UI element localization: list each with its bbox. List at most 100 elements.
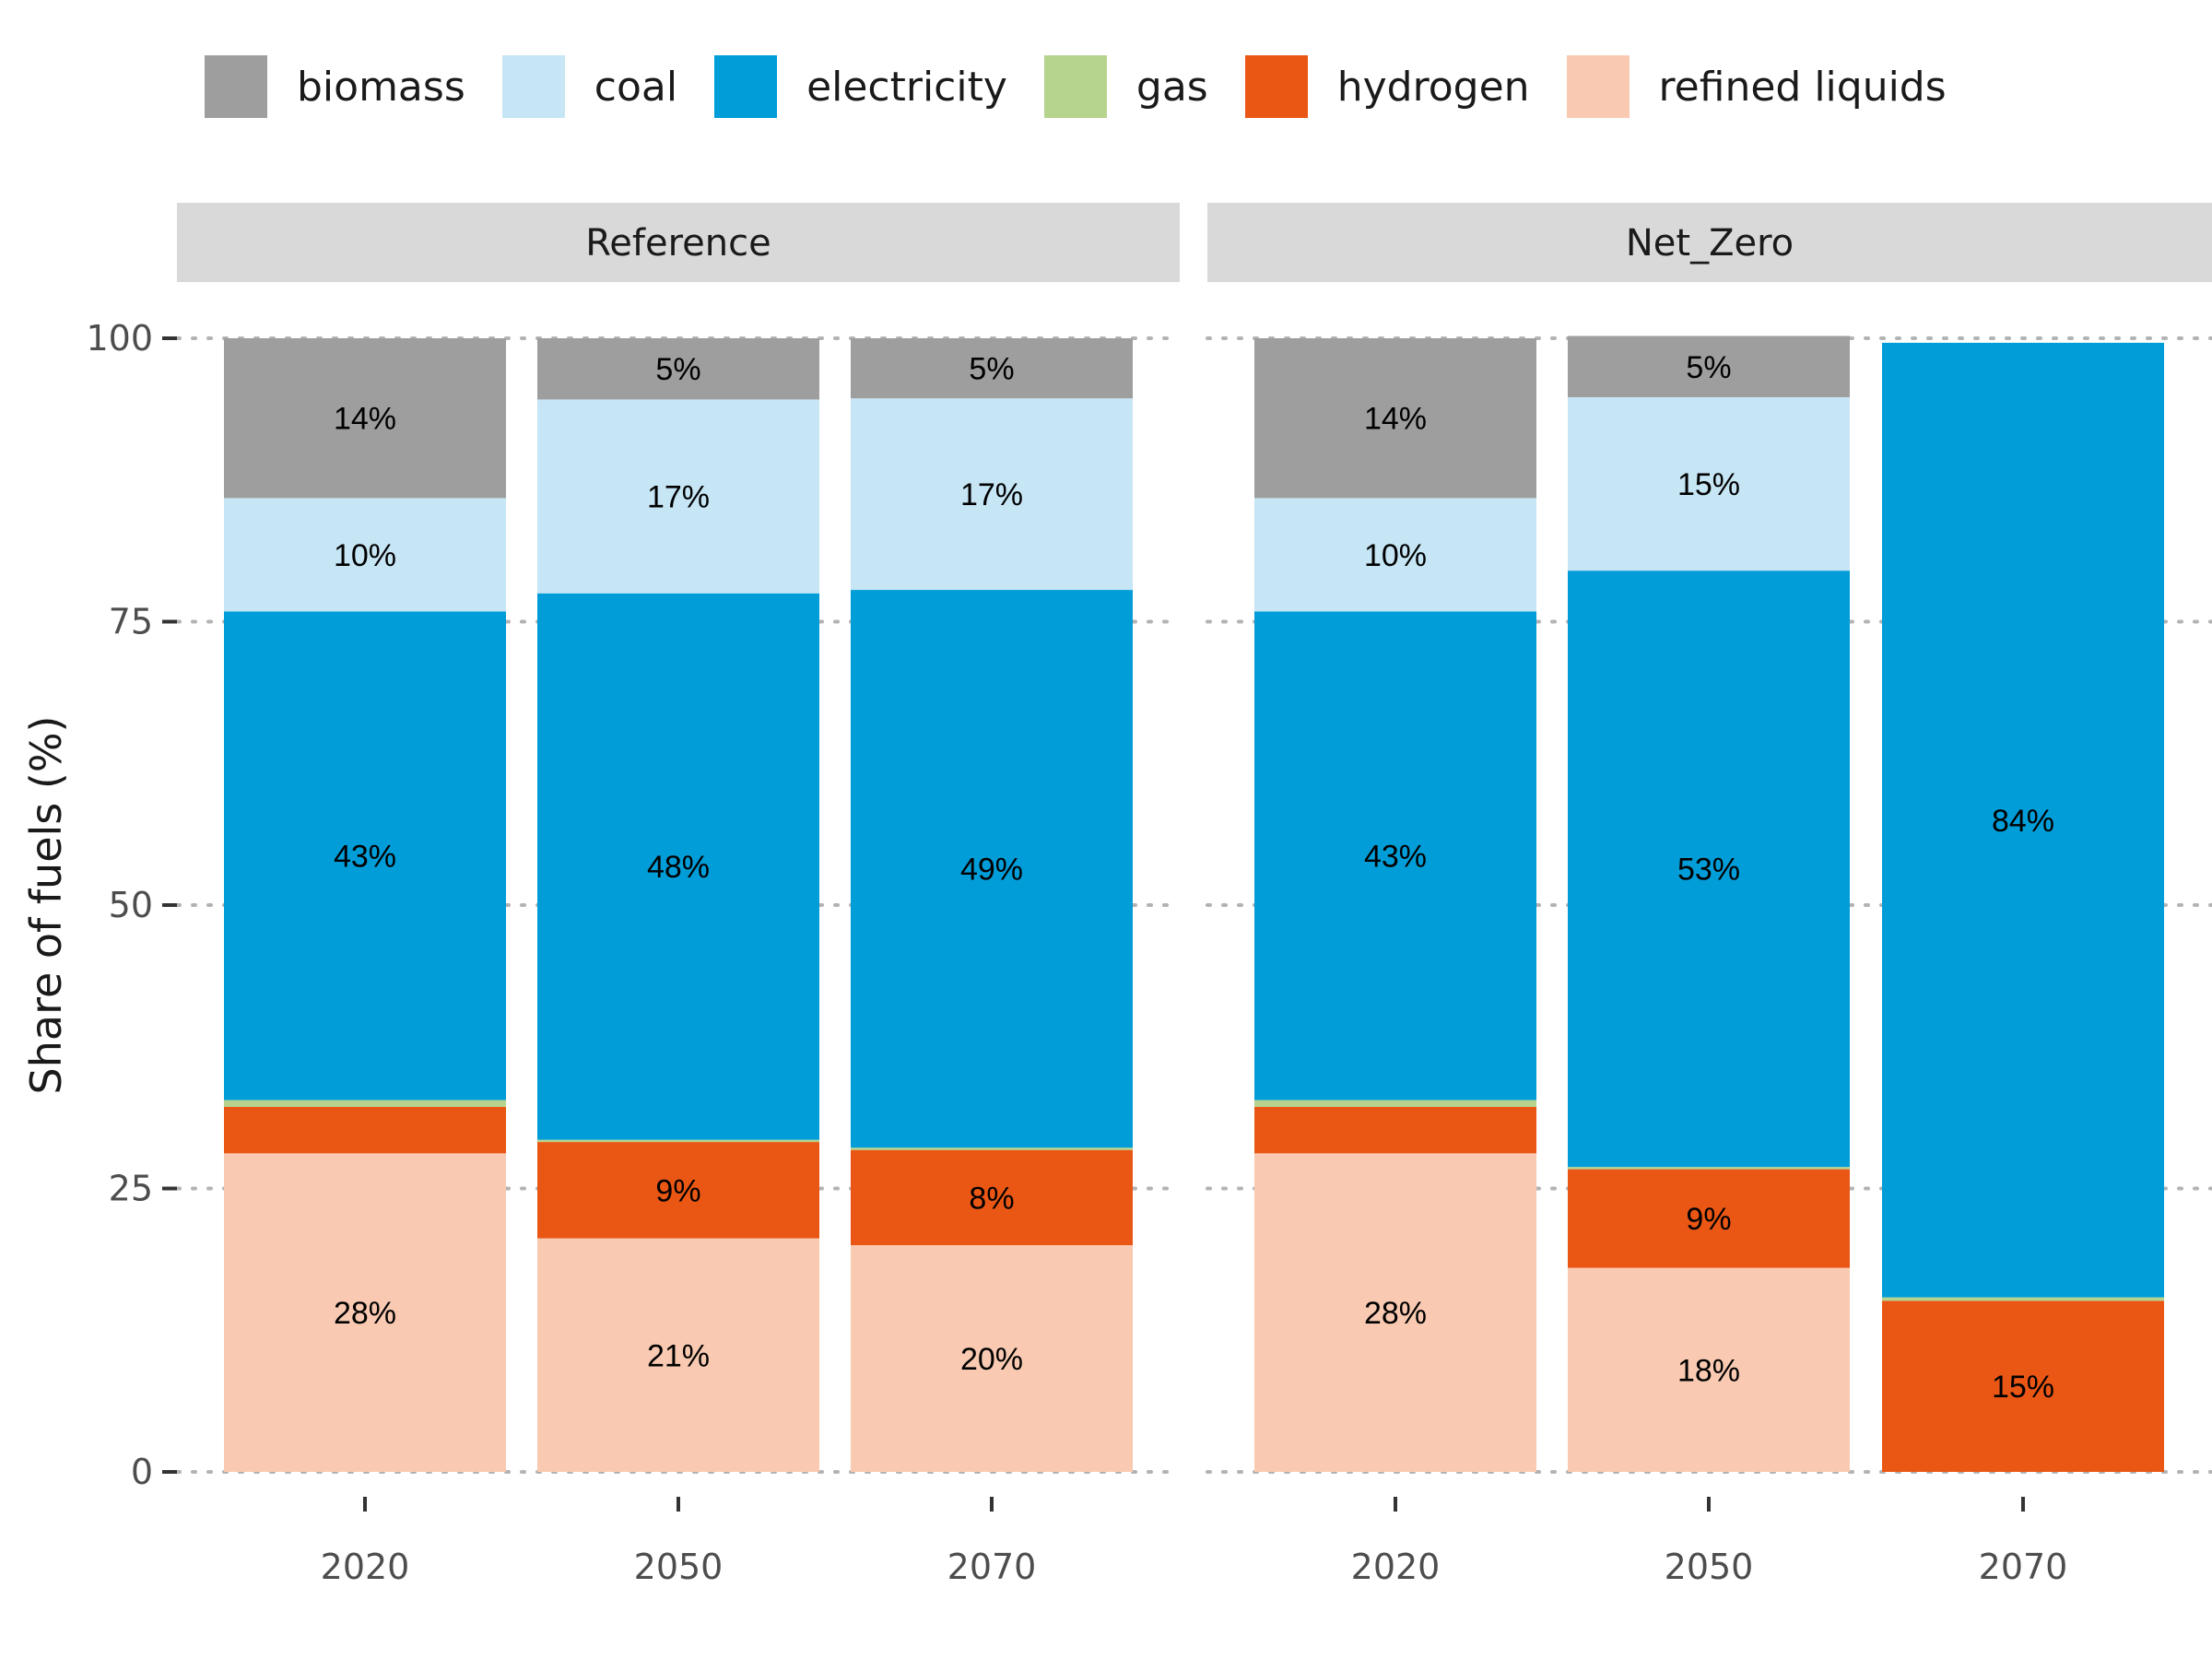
x-tick-label-net-zero-2020: 2020 (1351, 1547, 1441, 1587)
bar-stack-reference-2050: 21% 9% 48% 17% 5% (537, 338, 819, 1472)
data-label-reference-2070-biomass: 5% (969, 352, 1014, 387)
facet-strip-label-reference: Reference (585, 222, 771, 265)
legend-key-electricity (714, 55, 778, 118)
legend-key-coal (501, 55, 565, 118)
legend-label-coal: coal (594, 63, 678, 111)
bar-segment-net-zero-2020-coal (1254, 498, 1536, 612)
bar-segment-reference-2070-gas (851, 1147, 1133, 1150)
y-tick-label-0: 0 (131, 1452, 153, 1492)
data-label-net-zero-2070-hydrogen: 15% (1992, 1370, 2054, 1405)
data-label-reference-2020-coal: 10% (334, 538, 396, 573)
bar-segment-net-zero-2070-electricity (1882, 342, 2164, 1298)
legend-item-refined-liquids: refined liquids (1566, 55, 1983, 118)
facet-strip-reference (177, 203, 1180, 282)
bar-segment-net-zero-2050-gas (1568, 1167, 1850, 1170)
data-label-reference-2050-electricity: 48% (647, 850, 710, 885)
legend-label-hydrogen: hydrogen (1336, 63, 1530, 111)
bar-stack-reference-2020: 28% 43% 10% 14% (224, 338, 506, 1472)
legend-key-biomass (205, 55, 267, 118)
bar-segment-reference-2020-electricity (224, 611, 506, 1100)
bar-segment-net-zero-2050-coal (1568, 396, 1850, 571)
bar-segment-net-zero-2050-electricity (1568, 571, 1850, 1168)
data-label-reference-2020-biomass: 14% (334, 402, 396, 437)
facet-strip-net-zero (1207, 203, 2212, 282)
legend-item-gas: gas (1043, 55, 1245, 118)
bar-segment-reference-2070-coal (851, 398, 1133, 591)
bar-segment-net-zero-2020-hydrogen (1254, 1106, 1536, 1154)
x-tick-label-net-zero-2050: 2050 (1665, 1547, 1754, 1587)
bar-segment-reference-2020-biomass (224, 338, 506, 499)
bar-segment-net-zero-2020-biomass (1254, 338, 1536, 499)
legend-item-hydrogen: hydrogen (1244, 55, 1567, 118)
facet-strip-label-net-zero: Net_Zero (1626, 222, 1794, 265)
bar-segment-reference-2020-refined-liquids (224, 1153, 506, 1472)
bar-segment-reference-2050-hydrogen (537, 1142, 819, 1239)
legend-key-hydrogen (1244, 55, 1308, 118)
y-tick-label-100: 100 (86, 318, 153, 359)
x-tick-label-reference-2020: 2020 (321, 1547, 410, 1587)
data-label-reference-2070-coal: 17% (960, 477, 1023, 512)
legend-item-biomass: biomass (205, 55, 502, 118)
legend-label-electricity: electricity (806, 63, 1007, 111)
bar-segment-reference-2070-biomass (851, 338, 1133, 399)
data-label-reference-2050-hydrogen: 9% (655, 1173, 700, 1208)
bar-stack-net-zero-2070: 15% 84% (1882, 342, 2164, 1472)
data-label-net-zero-2050-coal: 15% (1677, 467, 1740, 502)
data-label-net-zero-2020-electricity: 43% (1364, 839, 1427, 874)
data-label-net-zero-2050-hydrogen: 9% (1686, 1202, 1731, 1237)
data-label-net-zero-2070-electricity: 84% (1992, 804, 2054, 839)
x-tick-label-net-zero-2070: 2070 (1979, 1547, 2068, 1587)
data-label-reference-2070-hydrogen: 8% (969, 1181, 1014, 1216)
bar-stack-net-zero-2050: 18% 9% 53% 15% 5% (1568, 335, 1850, 1472)
data-label-net-zero-2020-biomass: 14% (1364, 402, 1427, 437)
panel-net-zero: Net_Zero 28% 43% 10% 14% 2020 18% 9% 53% 15% 5% 205… (1207, 203, 2212, 1587)
bar-segment-reference-2050-coal (537, 399, 819, 594)
bar-segment-reference-2020-gas (224, 1100, 506, 1107)
x-tick-label-reference-2070: 2070 (947, 1547, 1037, 1587)
bar-segment-reference-2070-hydrogen (851, 1149, 1133, 1245)
legend-key-refined-liquids (1566, 55, 1630, 118)
data-label-reference-2050-refined-liquids: 21% (647, 1338, 710, 1373)
bar-segment-net-zero-2020-refined-liquids (1254, 1153, 1536, 1472)
data-label-net-zero-2050-refined-liquids: 18% (1677, 1353, 1740, 1388)
bar-segment-net-zero-2050-hydrogen (1568, 1169, 1850, 1268)
y-tick-label-50: 50 (109, 885, 153, 925)
legend: biomass coal electricity gas hydrogen refined… (205, 53, 1983, 120)
y-axis-title: Share of fuels (%) (21, 716, 71, 1095)
data-label-reference-2070-electricity: 49% (960, 853, 1023, 888)
data-label-reference-2020-refined-liquids: 28% (334, 1296, 396, 1331)
bar-segment-net-zero-2070-gas (1882, 1297, 2164, 1301)
legend-label-biomass: biomass (297, 63, 465, 111)
y-tick-label-75: 75 (109, 602, 153, 642)
bar-segment-reference-2020-hydrogen (224, 1106, 506, 1154)
bar-segment-reference-2050-electricity (537, 593, 819, 1140)
data-label-net-zero-2020-coal: 10% (1364, 538, 1427, 573)
bar-stack-reference-2070: 20% 8% 49% 17% 5% (851, 338, 1133, 1472)
bar-segment-reference-2050-gas (537, 1139, 819, 1143)
legend-label-refined-liquids: refined liquids (1658, 63, 1947, 111)
data-label-net-zero-2050-biomass: 5% (1686, 350, 1731, 385)
bar-segment-reference-2070-electricity (851, 590, 1133, 1148)
bar-segment-net-zero-2050-biomass (1568, 335, 1850, 397)
bar-segment-net-zero-2020-gas (1254, 1100, 1536, 1107)
bar-segment-reference-2020-coal (224, 498, 506, 612)
legend-item-electricity: electricity (714, 55, 1044, 118)
data-label-reference-2050-coal: 17% (647, 480, 710, 515)
bar-segment-reference-2050-biomass (537, 338, 819, 400)
panel-reference: Reference28%43%10%14%202021%9%48%17%5%20… (177, 203, 1180, 1587)
legend-item-coal: coal (501, 55, 714, 118)
bar-segment-net-zero-2070-hydrogen (1882, 1300, 2164, 1472)
legend-label-gas: gas (1135, 63, 1208, 111)
bar-segment-net-zero-2020-electricity (1254, 611, 1536, 1100)
data-label-reference-2070-refined-liquids: 20% (960, 1342, 1023, 1377)
data-label-net-zero-2020-refined-liquids: 28% (1364, 1296, 1427, 1331)
bar-stack-net-zero-2020: 28% 43% 10% 14% (1254, 338, 1536, 1472)
bar-segment-reference-2070-refined-liquids (851, 1245, 1133, 1472)
x-tick-label-reference-2050: 2050 (634, 1547, 724, 1587)
data-label-net-zero-2050-electricity: 53% (1677, 853, 1740, 888)
legend-key-gas (1043, 55, 1107, 118)
bar-segment-reference-2050-refined-liquids (537, 1238, 819, 1472)
data-label-reference-2020-electricity: 43% (334, 839, 396, 874)
data-label-reference-2050-biomass: 5% (655, 352, 700, 387)
